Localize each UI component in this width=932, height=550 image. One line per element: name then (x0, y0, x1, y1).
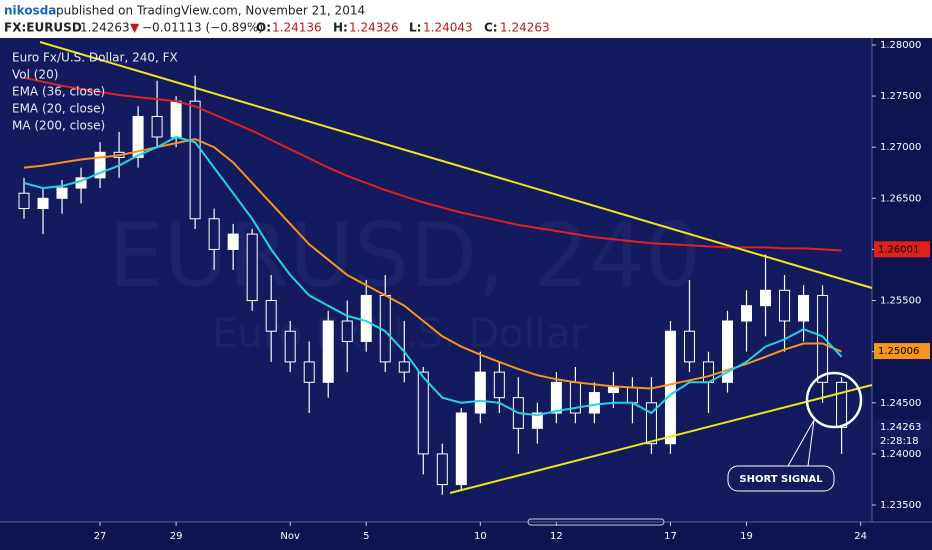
x-tick-label: 27 (94, 531, 107, 542)
x-tick-label: 10 (474, 531, 487, 542)
candle-body (322, 320, 334, 383)
candle-body (455, 412, 467, 486)
last-price-badge (874, 419, 930, 450)
signal-circle (805, 371, 863, 429)
close: 1.24263 (500, 21, 550, 35)
candle-body (626, 386, 638, 404)
candle-body (265, 300, 277, 332)
price-badge-label: 1.25006 (878, 346, 919, 357)
candle-body (741, 305, 753, 322)
callout-box (727, 465, 835, 492)
x-tick-label: 24 (854, 531, 867, 542)
candle-body (341, 320, 353, 342)
last-price-label: 1.24263 (880, 422, 921, 433)
candle-body (208, 218, 220, 250)
price-badge (874, 343, 930, 360)
candle-body (798, 294, 810, 322)
candle-body (702, 361, 714, 383)
price-badge (874, 241, 930, 258)
x-tick-label: 29 (170, 531, 183, 542)
trendline (449, 384, 873, 494)
candle-body (246, 233, 258, 302)
chart-title: Euro Fx/U.S. Dollar, 240, FX (12, 51, 178, 65)
time-axis-bg (0, 522, 872, 550)
watermark: EURUSD, 240 (108, 204, 701, 307)
candle-body (360, 294, 372, 342)
candle-body (303, 361, 315, 383)
indicator-label: Vol (20) (12, 68, 58, 82)
price-badge-label: 1.26001 (878, 244, 919, 255)
y-tick-label: 1.25500 (880, 296, 921, 307)
y-tick-label: 1.23500 (880, 500, 921, 511)
candle-body (779, 289, 791, 322)
marks (18, 75, 848, 495)
candle-body (37, 197, 49, 210)
candle-body (417, 371, 429, 455)
indicator-line (23, 76, 842, 252)
high: 1.24326 (349, 21, 399, 35)
close-label: C: (484, 21, 498, 35)
open: 1.24136 (272, 21, 322, 35)
candle-body (474, 371, 486, 414)
candle-body (227, 233, 239, 250)
high-label: H: (333, 21, 348, 35)
candle-body (531, 412, 543, 429)
legend-entry: EMA (20, close) (12, 102, 105, 116)
change: −0.01113 (−0.89%) (142, 21, 263, 35)
candle-body (436, 453, 448, 486)
arrow: ▼ (130, 21, 140, 35)
y-tick-label: 1.26500 (880, 193, 921, 204)
x-tick-label: 17 (664, 531, 677, 542)
author: nikosda (4, 4, 56, 18)
countdown: 2:28:18 (880, 436, 919, 447)
price-axis-bg (872, 38, 932, 550)
candle-body (683, 330, 695, 363)
candle-body (817, 294, 829, 383)
candle-body (132, 116, 144, 158)
open-label: O: (256, 21, 271, 35)
candle-body (56, 187, 68, 199)
x-tick-label: 19 (740, 531, 753, 542)
candle-body (18, 192, 30, 210)
indicator-line (23, 135, 843, 417)
candle-body (189, 100, 201, 220)
candle-body (722, 320, 733, 383)
candle-body (170, 100, 182, 138)
callout-pointer (787, 419, 815, 467)
candle-body (760, 289, 772, 307)
symbol: FX:EURUSD (4, 21, 82, 35)
published: published on TradingView.com, November 2… (56, 4, 365, 18)
y-tick-label: 1.27500 (880, 91, 921, 102)
trendline (39, 41, 873, 289)
y-tick-label: 1.24500 (880, 398, 921, 409)
candle-body (645, 402, 657, 445)
candle-body (284, 330, 296, 363)
low-label: L: (409, 21, 421, 35)
y-tick-label: 1.24000 (880, 449, 921, 460)
scrollbar[interactable] (527, 518, 665, 526)
candle-body (664, 330, 676, 445)
price: 1.24263 (80, 21, 130, 35)
x-tick-label: 5 (363, 531, 369, 542)
y-tick-label: 1.28000 (880, 40, 921, 51)
candle-body (151, 116, 163, 138)
low: 1.24043 (423, 21, 473, 35)
candle-body (550, 381, 562, 414)
x-tick-label: 12 (550, 531, 563, 542)
candle-body (588, 392, 600, 414)
y-tick-label: 1.27000 (880, 142, 921, 153)
legend-entry: EMA (36, close) (12, 85, 105, 99)
candle-body (94, 151, 106, 179)
x-tick-label: Nov (280, 531, 300, 542)
candle-body (607, 386, 619, 394)
annotation: SHORT SIGNAL (739, 474, 823, 485)
candle-body (836, 381, 848, 428)
header-bg (0, 0, 932, 38)
plot-bg (0, 38, 872, 522)
candle-body (493, 371, 505, 399)
legend-entry: MA (200, close) (12, 119, 105, 133)
candle-body (398, 361, 410, 373)
